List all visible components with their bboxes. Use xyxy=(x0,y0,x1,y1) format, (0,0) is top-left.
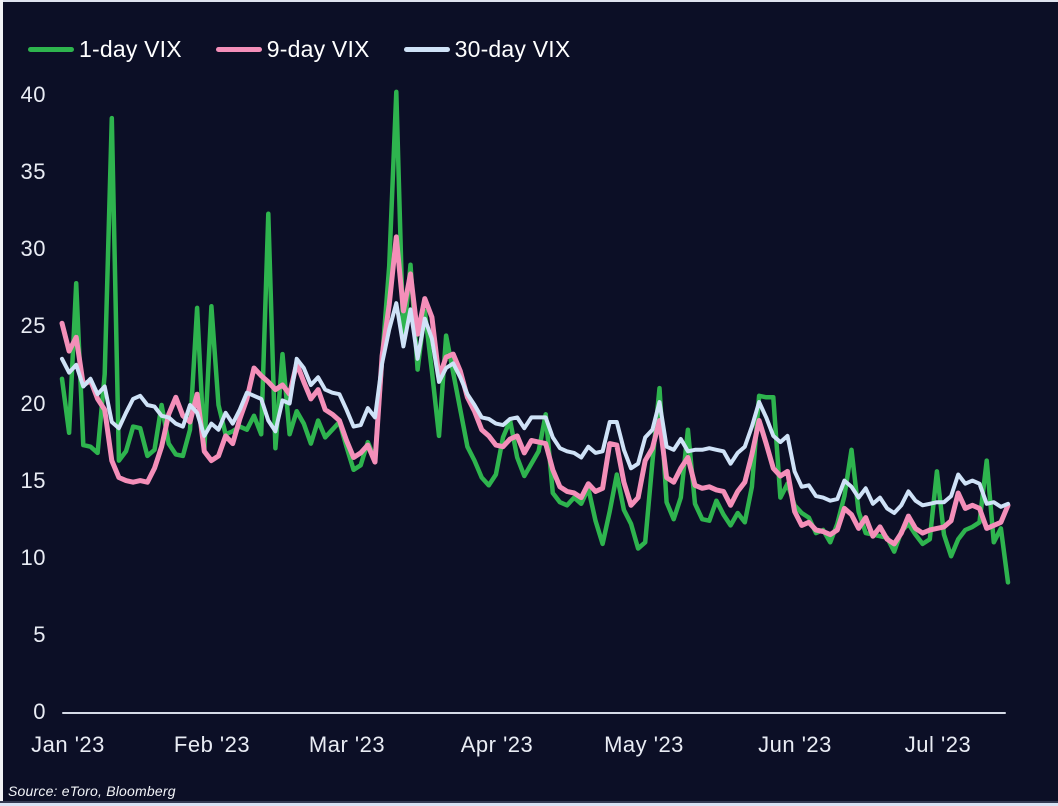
screen-edge-bottom-shadow xyxy=(0,801,1058,803)
legend-item-30-day-vix[interactable]: 30-day VIX xyxy=(403,36,571,63)
x-tick-label: Apr '23 xyxy=(460,732,534,757)
y-tick-label: 40 xyxy=(20,82,46,107)
y-tick-label: 10 xyxy=(20,544,46,570)
legend-item-9-day-vix[interactable]: 9-day VIX xyxy=(215,36,370,63)
x-tick-label: Feb '23 xyxy=(173,732,251,757)
y-tick-label: 15 xyxy=(20,467,46,493)
x-tick-label: Jul '23 xyxy=(904,732,972,757)
legend-label: 9-day VIX xyxy=(266,36,370,62)
y-tick-label: 20 xyxy=(20,390,46,416)
x-tick-label: Jan '23 xyxy=(31,732,105,757)
legend-label: 1-day VIX xyxy=(79,36,182,62)
y-tick-label: 5 xyxy=(33,621,46,647)
legend-item-1-day-vix[interactable]: 1-day VIX xyxy=(28,36,182,63)
legend: 1-day VIX 9-day VIX 30-day VIX xyxy=(28,36,604,63)
line-1-day-vix xyxy=(59,89,1011,585)
legend-swatch-1-day-vix xyxy=(28,47,74,52)
y-tick-label: 30 xyxy=(20,236,46,262)
line-9-day-vix xyxy=(59,234,1011,547)
source-note: Source: eToro, Bloomberg xyxy=(8,783,176,799)
line-30-day-vix xyxy=(60,301,1010,515)
x-tick-label: Mar '23 xyxy=(308,732,386,757)
y-tick-label: 25 xyxy=(20,313,46,339)
x-tick-label: May '23 xyxy=(604,732,684,757)
legend-swatch-9-day-vix xyxy=(215,47,262,52)
screen-edge-bottom xyxy=(0,803,1058,806)
x-tick-label: Jun '23 xyxy=(758,732,832,757)
screen-edge-left xyxy=(0,0,3,806)
legend-label: 30-day VIX xyxy=(454,36,571,62)
screen-edge-top xyxy=(0,0,1058,2)
y-tick-label: 0 xyxy=(33,699,46,724)
y-tick-label: 35 xyxy=(20,159,46,185)
legend-swatch-30-day-vix xyxy=(403,47,450,52)
x-axis-line xyxy=(62,712,1006,714)
